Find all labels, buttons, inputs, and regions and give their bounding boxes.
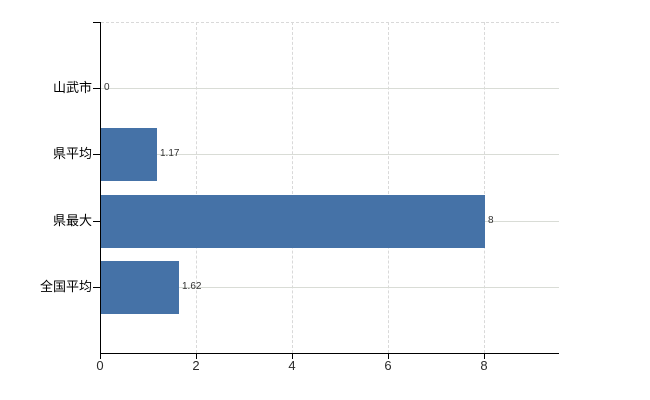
x-axis-tick-label: 0	[96, 358, 104, 373]
x-axis	[100, 353, 559, 354]
x-axis-tick-label: 4	[288, 358, 296, 373]
x-axis-tick	[484, 354, 485, 359]
category-label: 県平均	[52, 146, 92, 161]
bar	[101, 261, 179, 314]
x-axis-tick-label: 8	[480, 358, 488, 373]
bar-value-label: 1.17	[160, 148, 180, 159]
x-gridline	[484, 22, 485, 353]
x-gridline	[388, 22, 389, 353]
bar	[101, 128, 157, 181]
plot-top-border	[101, 22, 559, 23]
x-axis-tick-label: 6	[384, 358, 392, 373]
bar-value-label: 0	[104, 82, 110, 93]
category-tick	[93, 221, 100, 222]
x-axis-tick-label: 2	[192, 358, 200, 373]
x-gridline	[292, 22, 293, 353]
bar-value-label: 1.62	[182, 281, 202, 292]
y-gridline	[101, 88, 559, 89]
category-label: 山武市	[52, 80, 92, 95]
y-gridline	[101, 154, 559, 155]
bar-value-label: 8	[488, 215, 494, 226]
bar	[101, 195, 485, 248]
category-tick	[93, 287, 100, 288]
category-label: 県最大	[52, 213, 92, 228]
category-tick	[93, 88, 100, 89]
y-gridline	[101, 287, 559, 288]
x-axis-tick	[388, 354, 389, 359]
category-tick	[93, 154, 100, 155]
y-axis	[100, 22, 101, 354]
y-axis-top-tick	[93, 22, 100, 23]
x-axis-tick	[100, 354, 101, 359]
x-axis-tick	[196, 354, 197, 359]
x-gridline	[196, 22, 197, 353]
x-axis-tick	[292, 354, 293, 359]
category-label: 全国平均	[39, 279, 92, 294]
